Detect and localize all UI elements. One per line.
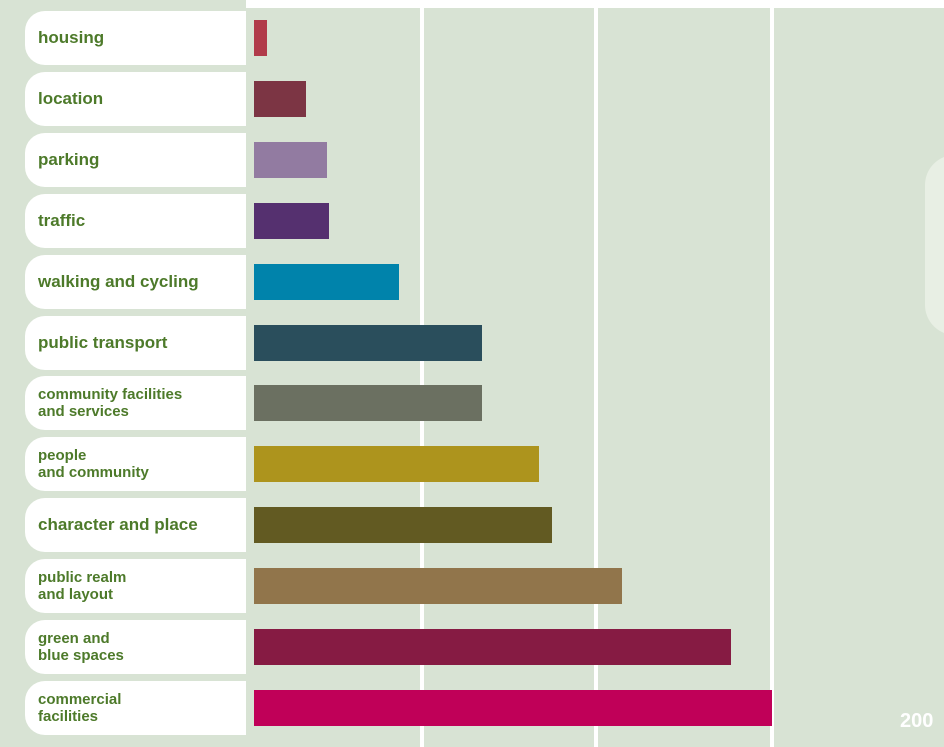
category-label: housing	[25, 11, 246, 65]
category-label: people and community	[25, 437, 246, 491]
category-label: walking and cycling	[25, 255, 246, 309]
bar	[254, 203, 329, 239]
bar	[254, 325, 482, 361]
category-label-text: parking	[38, 150, 100, 169]
bar	[254, 385, 482, 421]
category-label-text: green and blue spaces	[38, 630, 124, 664]
category-label-text: housing	[38, 28, 105, 47]
category-label-text: location	[38, 89, 104, 108]
bar	[254, 568, 622, 604]
gridline	[770, 8, 774, 747]
category-label: traffic	[25, 194, 246, 248]
category-label-text: people and community	[38, 447, 149, 481]
gridline	[594, 8, 598, 747]
bar	[254, 264, 399, 300]
bar	[254, 690, 772, 726]
category-label: commercial facilities	[25, 681, 246, 735]
category-label: public realm and layout	[25, 559, 246, 613]
bar	[254, 20, 267, 56]
bar	[254, 81, 306, 117]
category-label: green and blue spaces	[25, 620, 246, 674]
category-label: community facilities and services	[25, 376, 246, 430]
category-label-text: commercial facilities	[38, 691, 122, 725]
bar	[254, 446, 539, 482]
category-label-text: walking and cycling	[38, 272, 199, 291]
category-label-text: traffic	[38, 211, 86, 230]
category-label: parking	[25, 133, 246, 187]
category-label-text: character and place	[38, 515, 198, 534]
bar	[254, 142, 327, 178]
category-label-text: community facilities and services	[38, 386, 183, 420]
bar	[254, 629, 731, 665]
x-tick-label: 200	[900, 710, 934, 732]
bar	[254, 507, 552, 543]
category-label-text: public transport	[38, 333, 168, 352]
gridline	[420, 8, 424, 747]
category-label-text: public realm and layout	[38, 569, 127, 603]
decorative-shape	[925, 155, 944, 335]
category-label: public transport	[25, 316, 246, 370]
category-label: location	[25, 72, 246, 126]
category-label: character and place	[25, 498, 246, 552]
